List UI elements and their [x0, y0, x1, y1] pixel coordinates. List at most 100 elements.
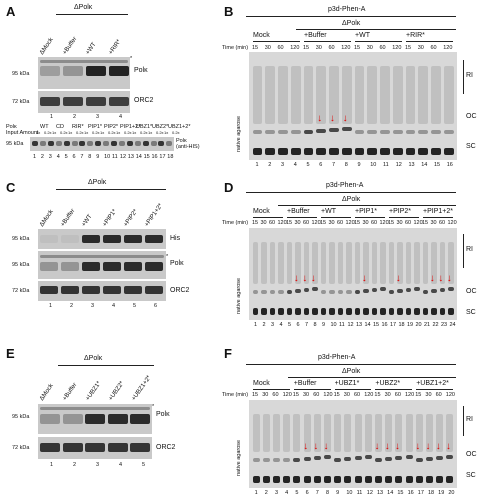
polk-band — [145, 262, 163, 271]
his-band — [145, 235, 163, 243]
panel-a-header: ΔPolκ — [74, 4, 93, 11]
sc-band — [346, 308, 352, 315]
panel-label-e: E — [6, 346, 15, 361]
panel-b-delta: ΔPolκ — [342, 20, 361, 27]
ri-smear — [363, 242, 369, 284]
red-arrow: ↓ — [374, 441, 380, 452]
sc-band — [286, 308, 292, 315]
ri-smear — [252, 414, 260, 452]
sub-amount-label: 1x — [132, 130, 137, 135]
oc-band — [261, 290, 267, 294]
sc-band — [388, 308, 394, 315]
sc-band — [414, 308, 420, 315]
orc2-band — [145, 286, 163, 294]
time-value: 60 — [337, 220, 344, 226]
polk-band — [85, 414, 105, 424]
ri-smear — [329, 66, 339, 124]
oc-band — [415, 458, 423, 462]
polk-band — [62, 414, 83, 424]
ri-smear — [371, 242, 377, 284]
sub-amount-label: 1x — [100, 130, 105, 135]
time-value: 15 — [405, 45, 412, 51]
ri-smear — [283, 414, 291, 452]
panel-b-gel-label: native agarose — [236, 115, 242, 152]
lane-number: 10 — [346, 490, 353, 496]
ri-smear — [405, 66, 416, 124]
group-label: +PIP1* — [355, 208, 377, 215]
sc-band — [303, 476, 311, 483]
group-label: +RIR* — [406, 32, 425, 39]
panel-f-title: p3d-Phen-A — [318, 354, 356, 361]
ri-smear — [286, 242, 292, 284]
lane-number: 11 — [356, 490, 363, 496]
ri-smear — [261, 242, 267, 284]
panel-e-band-name-1: Polκ — [156, 411, 170, 418]
group-underline — [406, 41, 453, 42]
sc-band — [364, 476, 372, 483]
sub-amount-label: 0.2x — [44, 130, 52, 135]
time-value: 15 — [252, 220, 259, 226]
lane-label: ΔMock — [38, 382, 55, 402]
sub-construct-label: PIP1+2* — [120, 124, 141, 130]
time-value: 60 — [313, 392, 320, 398]
oc-band — [397, 289, 403, 293]
lane-number: 3 — [270, 322, 275, 328]
time-value: 30 — [425, 392, 432, 398]
panel-b-title-line — [246, 16, 456, 17]
oc-band — [341, 127, 352, 131]
lane-number: 5 — [295, 490, 299, 496]
ri-smear — [293, 414, 301, 452]
oc-band — [320, 290, 326, 294]
panel-e-asterisk: * — [152, 404, 155, 410]
panel-d-time-label: Time (min) — [222, 220, 249, 226]
orc2-band — [61, 286, 79, 294]
oc-band — [405, 288, 411, 292]
lane-number: 7 — [331, 162, 336, 168]
sc-band — [448, 308, 454, 315]
time-value: 30 — [366, 45, 373, 51]
group-label: +UBZ1+2* — [416, 380, 449, 387]
lane-number: 1 — [49, 303, 53, 309]
red-arrow: ↓ — [425, 441, 431, 452]
time-value: 60 — [354, 392, 361, 398]
lane-number: 6 — [296, 322, 300, 328]
ri-smear — [341, 66, 352, 124]
lane-number: 20 — [415, 322, 422, 328]
lane-number: 16 — [407, 490, 414, 496]
panel-a-sub-band-name: Polκ (anti-HIS) — [176, 138, 200, 150]
ri-smear — [405, 414, 413, 452]
ri-smear — [448, 242, 454, 284]
panel-d-delta: ΔPolκ — [342, 196, 361, 203]
time-value: 15 — [388, 220, 395, 226]
group-label: +UBZ1* — [334, 380, 360, 387]
lane-number: 3 — [274, 490, 279, 496]
panel-b-side-ri: RI — [466, 72, 473, 79]
group-label: Mock — [253, 32, 270, 39]
lane-label: ΔMock — [38, 36, 55, 56]
oc-band — [448, 287, 454, 291]
group-underline — [321, 217, 351, 218]
oc-band — [337, 290, 343, 294]
panel-e-band-name-2: ORC2 — [156, 444, 176, 451]
lane-label: ΔMock — [38, 208, 55, 228]
ri-smear — [278, 66, 288, 124]
oc-band — [313, 456, 321, 460]
time-value: 15 — [303, 45, 310, 51]
oc-band — [392, 130, 403, 134]
ri-smear — [337, 242, 343, 284]
sc-band — [265, 148, 275, 155]
ri-smear — [344, 414, 352, 452]
lane-number: 9 — [336, 490, 340, 496]
lane-number: 10 — [104, 154, 111, 160]
oc-band — [425, 457, 434, 461]
oc-band — [286, 290, 292, 294]
oc-band — [443, 130, 454, 134]
red-arrow: ↓ — [303, 441, 309, 452]
red-arrow: ↓ — [310, 273, 316, 284]
time-value: 120 — [341, 45, 351, 51]
sc-band — [371, 308, 377, 315]
lane-label: +PIP1+2* — [143, 202, 165, 228]
panel-f-side-oc: OC — [466, 451, 477, 458]
lane-number: 8 — [88, 154, 92, 160]
oc-band — [395, 456, 403, 460]
